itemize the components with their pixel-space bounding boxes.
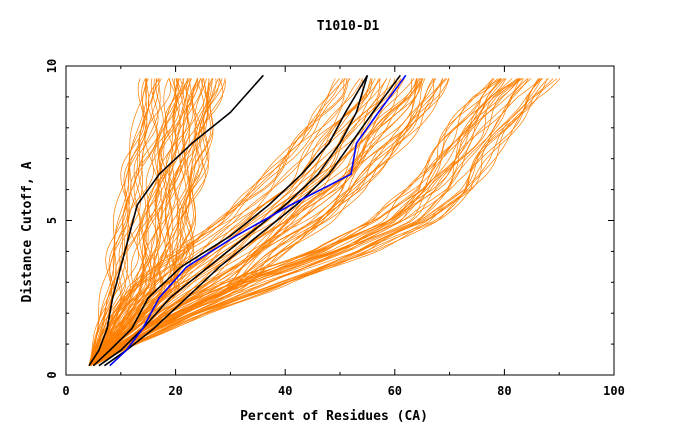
x-tick-label: 60 [388,384,402,398]
series-black-2 [92,74,369,367]
model-curve-medium [90,78,346,366]
model-curve-shallow [93,78,543,367]
tick-labels: 0 20 40 60 80 100 0 5 10 [45,59,625,398]
y-axis-title: Distance Cutoff, A [20,161,35,302]
model-curve-shallow [93,78,543,367]
model-curve-steep-dense [88,78,164,366]
model-curve-medium [90,78,373,366]
x-tick-label: 0 [62,384,69,398]
model-curve-medium [90,78,417,366]
series-black-3 [98,75,369,367]
model-curve-shallow [93,78,502,366]
model-curve-medium [90,78,450,367]
model-curve-steep-dense [88,78,189,366]
model-curve-steep-dense [88,78,159,366]
model-curve-medium [90,78,348,366]
model-curve-shallow [93,78,519,366]
model-curve-shallow [93,78,548,367]
series-black-4 [103,74,401,367]
model-curve-steep-dense [88,78,192,366]
model-curve-steep-dense [88,78,155,366]
x-tick-label: 20 [168,384,182,398]
x-tick-label: 80 [497,384,511,398]
model-curve-medium [90,78,402,366]
model-curve-shallow [93,78,558,367]
x-axis-title: Percent of Residues (CA) [240,409,428,424]
model-curve-shallow [93,78,505,366]
model-curve-medium [90,78,349,366]
model-curve-shallow [93,78,549,367]
model-curve-shallow [93,78,523,366]
model-curve-steep-dense [88,78,147,366]
y-tick-label: 10 [45,59,59,73]
model-curve-steep-dense [88,78,185,366]
chart-title: T1010-D1 [317,19,380,34]
model-curve-steep-dense [88,78,181,366]
model-curve-shallow [93,78,561,367]
plot-frame [65,65,615,376]
model-curve-medium [90,78,423,366]
model-curve-steep-dense [88,78,160,366]
model-curve-steep-dense [88,78,199,366]
model-curve-medium [90,78,363,366]
series-blue-model [109,74,407,367]
model-curve-steep-dense [88,78,148,366]
model-curve-steep-dense [88,78,160,366]
model-curve-steep-dense [88,78,226,366]
model-curve-steep-dense [88,78,147,366]
y-tick-label: 5 [45,217,59,224]
x-tick-label: 40 [278,384,292,398]
model-curve-medium [90,78,364,366]
plot-lines [88,74,561,367]
model-curve-shallow [93,78,532,366]
model-curve-medium [90,78,340,366]
model-curve-shallow [93,78,529,366]
x-tick-label: 100 [603,384,625,398]
y-tick-label: 0 [45,371,59,378]
model-curve-shallow [93,78,554,367]
model-curve-medium [90,78,391,366]
series-black-1 [88,74,264,367]
model-curve-steep-dense [88,78,157,366]
model-curve-steep-dense [88,78,184,366]
model-curve-medium [90,78,351,366]
model-curve-medium [90,78,373,366]
